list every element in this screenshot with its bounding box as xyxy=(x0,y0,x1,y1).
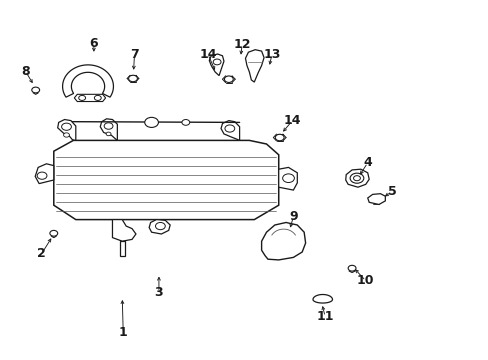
Polygon shape xyxy=(245,50,264,82)
Text: 3: 3 xyxy=(154,286,163,299)
Circle shape xyxy=(37,172,47,179)
Circle shape xyxy=(224,125,234,132)
Polygon shape xyxy=(209,54,224,76)
Circle shape xyxy=(224,76,233,82)
Circle shape xyxy=(182,120,189,125)
Text: 5: 5 xyxy=(387,185,396,198)
Text: 4: 4 xyxy=(363,156,371,169)
Polygon shape xyxy=(54,140,278,220)
Polygon shape xyxy=(74,94,105,102)
Polygon shape xyxy=(112,220,136,241)
Circle shape xyxy=(353,176,360,181)
Circle shape xyxy=(106,132,111,136)
Circle shape xyxy=(94,95,101,100)
Text: 9: 9 xyxy=(288,210,297,223)
Polygon shape xyxy=(58,120,76,140)
Circle shape xyxy=(32,87,40,93)
Polygon shape xyxy=(221,121,239,140)
Text: 1: 1 xyxy=(119,327,127,339)
Circle shape xyxy=(61,123,71,130)
Polygon shape xyxy=(120,241,124,256)
Text: 10: 10 xyxy=(356,274,374,287)
Text: 6: 6 xyxy=(89,37,98,50)
Text: 13: 13 xyxy=(263,48,280,61)
Text: 8: 8 xyxy=(21,65,30,78)
Polygon shape xyxy=(149,220,170,234)
Text: 14: 14 xyxy=(199,48,216,60)
Polygon shape xyxy=(312,294,332,303)
Polygon shape xyxy=(261,222,305,260)
Circle shape xyxy=(104,123,113,129)
Circle shape xyxy=(79,95,85,100)
Polygon shape xyxy=(367,194,385,204)
Circle shape xyxy=(50,230,58,236)
Polygon shape xyxy=(62,65,113,97)
Circle shape xyxy=(347,265,355,271)
Text: 14: 14 xyxy=(283,114,301,127)
Circle shape xyxy=(144,117,158,127)
Text: 11: 11 xyxy=(316,310,333,323)
Polygon shape xyxy=(278,167,297,190)
Text: 7: 7 xyxy=(130,48,139,61)
Circle shape xyxy=(282,174,294,183)
Polygon shape xyxy=(35,164,54,184)
Polygon shape xyxy=(345,169,368,187)
Circle shape xyxy=(275,134,284,141)
Circle shape xyxy=(128,75,137,82)
Polygon shape xyxy=(100,119,117,140)
Circle shape xyxy=(349,173,363,183)
Text: 12: 12 xyxy=(233,39,250,51)
Circle shape xyxy=(63,133,69,137)
Circle shape xyxy=(213,59,221,65)
Circle shape xyxy=(155,222,165,230)
Text: 2: 2 xyxy=(37,247,46,260)
